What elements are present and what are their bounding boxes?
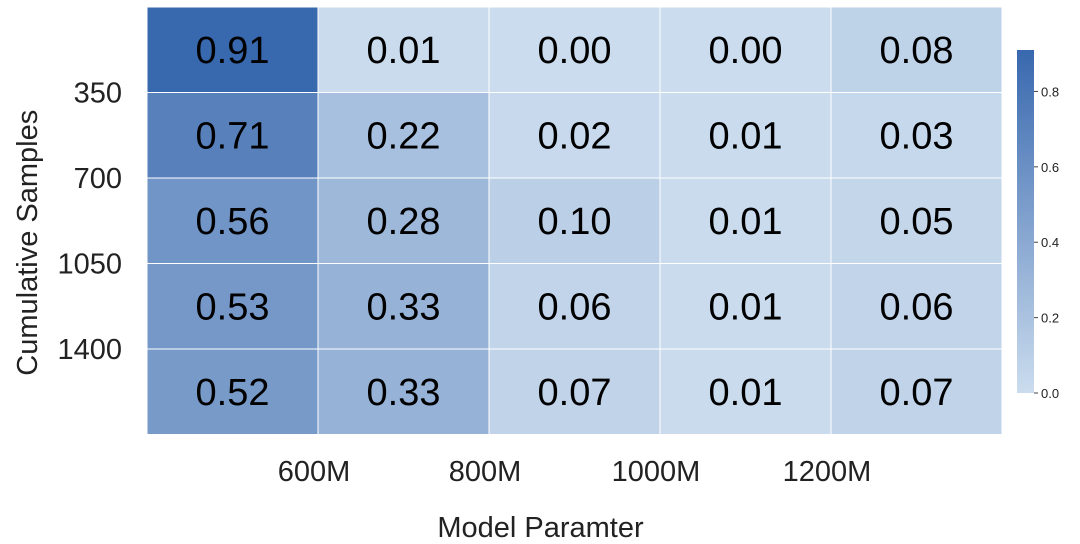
x-tick-label: 600M (278, 456, 351, 488)
x-tick-label: 1000M (612, 456, 701, 488)
y-tick-label: 350 (74, 78, 122, 110)
heatmap-cell-r2-c1 (317, 177, 490, 264)
cell-value-label: 0.56 (196, 201, 270, 243)
cell-value-label: 0.03 (880, 115, 954, 157)
heatmap-cell-r1-c0 (146, 92, 319, 179)
y-axis-ticks: 350 700 1050 1400 (57, 78, 122, 367)
heatmap-cell-r1-c4 (830, 92, 1003, 179)
cell-value-label: 0.02 (538, 115, 612, 157)
colorbar-tick-label: 0.8 (1041, 84, 1059, 99)
heatmap-cell-r4-c2 (488, 348, 661, 435)
y-tick-label: 700 (74, 163, 122, 195)
heatmap-cell-r4-c1 (317, 348, 490, 435)
heatmap-cell-labels: 0.91 0.01 0.00 0.00 0.08 0.71 0.22 0.02 0.01 0.03… (196, 30, 954, 414)
heatmap-cell-r0-c0 (146, 6, 319, 93)
heatmap-cell-r0-c1 (317, 6, 490, 93)
cell-value-label: 0.33 (367, 372, 441, 414)
cell-value-label: 0.91 (196, 30, 270, 72)
cell-value-label: 0.00 (709, 30, 783, 72)
cell-value-label: 0.01 (709, 115, 783, 157)
colorbar-gradient (1017, 50, 1034, 393)
x-axis-ticks: 600M 800M 1000M 1200M (278, 456, 872, 488)
heatmap-cell-r0-c4 (830, 6, 1003, 93)
heatmap-cell-r3-c2 (488, 263, 661, 350)
cell-value-label: 0.01 (367, 30, 441, 72)
cell-value-label: 0.07 (538, 372, 612, 414)
cell-value-label: 0.06 (538, 286, 612, 328)
colorbar-tick-label: 0.6 (1041, 160, 1059, 175)
y-axis-title: Cumulative Samples (12, 110, 44, 376)
colorbar-tick-label: 0.0 (1041, 386, 1059, 401)
cell-value-label: 0.06 (880, 286, 954, 328)
heatmap-cell-r0-c3 (659, 6, 832, 93)
colorbar: 0.0 0.2 0.4 0.6 0.8 (1017, 50, 1059, 401)
heatmap-cell-r2-c2 (488, 177, 661, 264)
y-tick-label: 1050 (57, 249, 122, 281)
x-tick-label: 1200M (783, 456, 872, 488)
heatmap-cell-r2-c4 (830, 177, 1003, 264)
heatmap-cell-r3-c4 (830, 263, 1003, 350)
cell-value-label: 0.28 (367, 201, 441, 243)
colorbar-tick-label: 0.4 (1041, 235, 1059, 250)
heatmap-cell-r3-c1 (317, 263, 490, 350)
heatmap-cell-r3-c3 (659, 263, 832, 350)
cell-value-label: 0.53 (196, 286, 270, 328)
x-axis-title: Model Paramter (437, 512, 644, 544)
cell-value-label: 0.01 (709, 372, 783, 414)
colorbar-tick-label: 0.2 (1041, 311, 1059, 326)
cell-value-label: 0.05 (880, 201, 954, 243)
cell-value-label: 0.52 (196, 372, 270, 414)
heatmap-cell-r0-c2 (488, 6, 661, 93)
cell-value-label: 0.00 (538, 30, 612, 72)
cell-value-label: 0.22 (367, 115, 441, 157)
x-tick-label: 800M (449, 456, 522, 488)
heatmap-cell-r2-c3 (659, 177, 832, 264)
cell-value-label: 0.10 (538, 201, 612, 243)
cell-value-label: 0.01 (709, 286, 783, 328)
y-tick-label: 1400 (57, 334, 122, 366)
cell-value-label: 0.07 (880, 372, 954, 414)
cell-value-label: 0.71 (196, 115, 270, 157)
heatmap-cell-r3-c0 (146, 263, 319, 350)
cell-value-label: 0.08 (880, 30, 954, 72)
heatmap-cell-r4-c0 (146, 348, 319, 435)
heatmap-cells (146, 6, 1003, 435)
heatmap-cell-r4-c4 (830, 348, 1003, 435)
cell-value-label: 0.01 (709, 201, 783, 243)
cell-value-label: 0.33 (367, 286, 441, 328)
heatmap-cell-r1-c2 (488, 92, 661, 179)
